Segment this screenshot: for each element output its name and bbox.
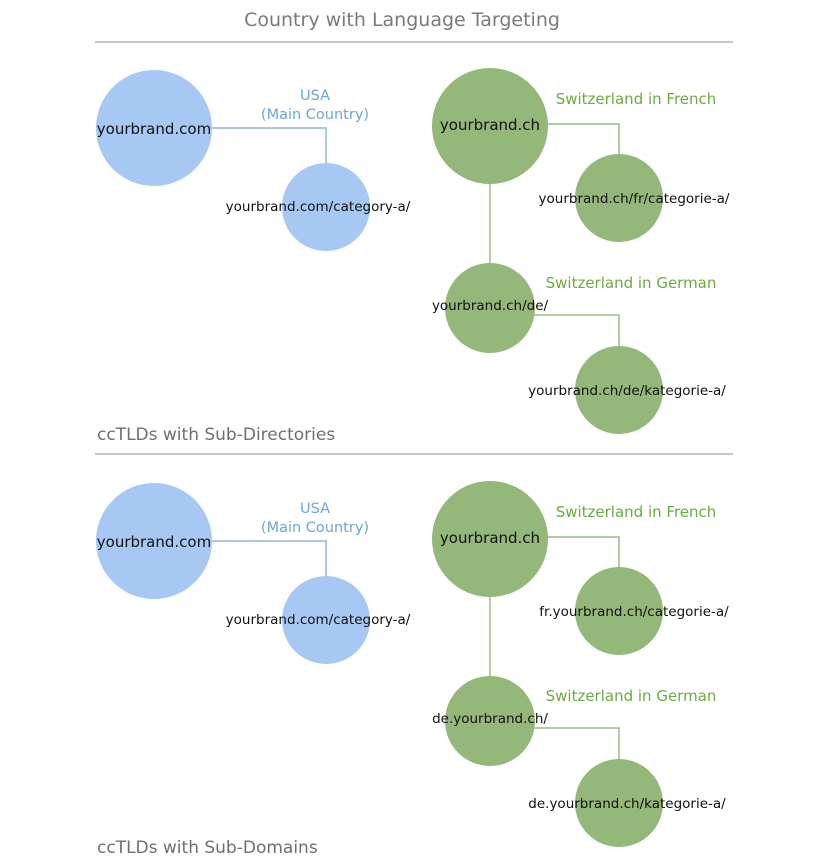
ch-french-child-node [575,567,663,655]
usa-country-sublabel: (Main Country) [261,107,369,123]
ch-root-label: yourbrand.ch [440,116,540,134]
ch-german-label: Switzerland in German [546,687,717,705]
diagram-title: Country with Language Targeting [244,9,560,31]
usa-child-node [282,163,370,251]
ch-french-label: Switzerland in French [556,90,717,108]
ch-german-node-label: yourbrand.ch/de/ [432,298,549,314]
usa-root-node [96,483,212,599]
connector-german-to-child [533,314,620,347]
ch-french-child-label: fr.yourbrand.ch/categorie-a/ [539,604,729,620]
usa-country-label: USA [300,501,330,517]
connector-german-to-child [533,727,620,760]
usa-country-label: USA [300,88,330,104]
ch-french-label: Switzerland in French [556,503,717,521]
usa-root-label: yourbrand.com [97,120,211,138]
ch-german-node [445,263,535,353]
ch-french-child-label: yourbrand.ch/fr/categorie-a/ [539,191,730,207]
usa-country-sublabel: (Main Country) [261,520,369,536]
ch-root-label: yourbrand.ch [440,529,540,547]
ch-root-node [432,481,548,597]
connector-usa-root-to-child [212,127,327,163]
usa-child-label: yourbrand.com/category-a/ [226,612,411,628]
section-sub-directories: yourbrand.com USA (Main Country) yourbra… [96,68,730,445]
ch-german-child-label: yourbrand.ch/de/kategorie-a/ [528,383,726,399]
connector-usa-root-to-child [212,540,327,576]
ch-german-child-node [575,759,663,847]
usa-root-node [96,70,212,186]
section-label: ccTLDs with Sub-Directories [97,425,335,445]
ch-german-node-label: de.yourbrand.ch/ [432,711,548,727]
connector-ch-root-to-french [547,123,620,156]
ch-german-child-node [575,346,663,434]
connector-ch-root-to-french [547,536,620,569]
usa-child-label: yourbrand.com/category-a/ [226,199,411,215]
usa-root-label: yourbrand.com [97,533,211,551]
ch-root-node [432,68,548,184]
ch-german-child-label: de.yourbrand.ch/kategorie-a/ [528,796,726,812]
usa-child-node [282,576,370,664]
ch-french-child-node [575,154,663,242]
ch-german-label: Switzerland in German [546,274,717,292]
ch-german-node [445,676,535,766]
section-label: ccTLDs with Sub-Domains [97,838,318,858]
section-sub-domains: yourbrand.com USA (Main Country) yourbra… [96,481,729,858]
